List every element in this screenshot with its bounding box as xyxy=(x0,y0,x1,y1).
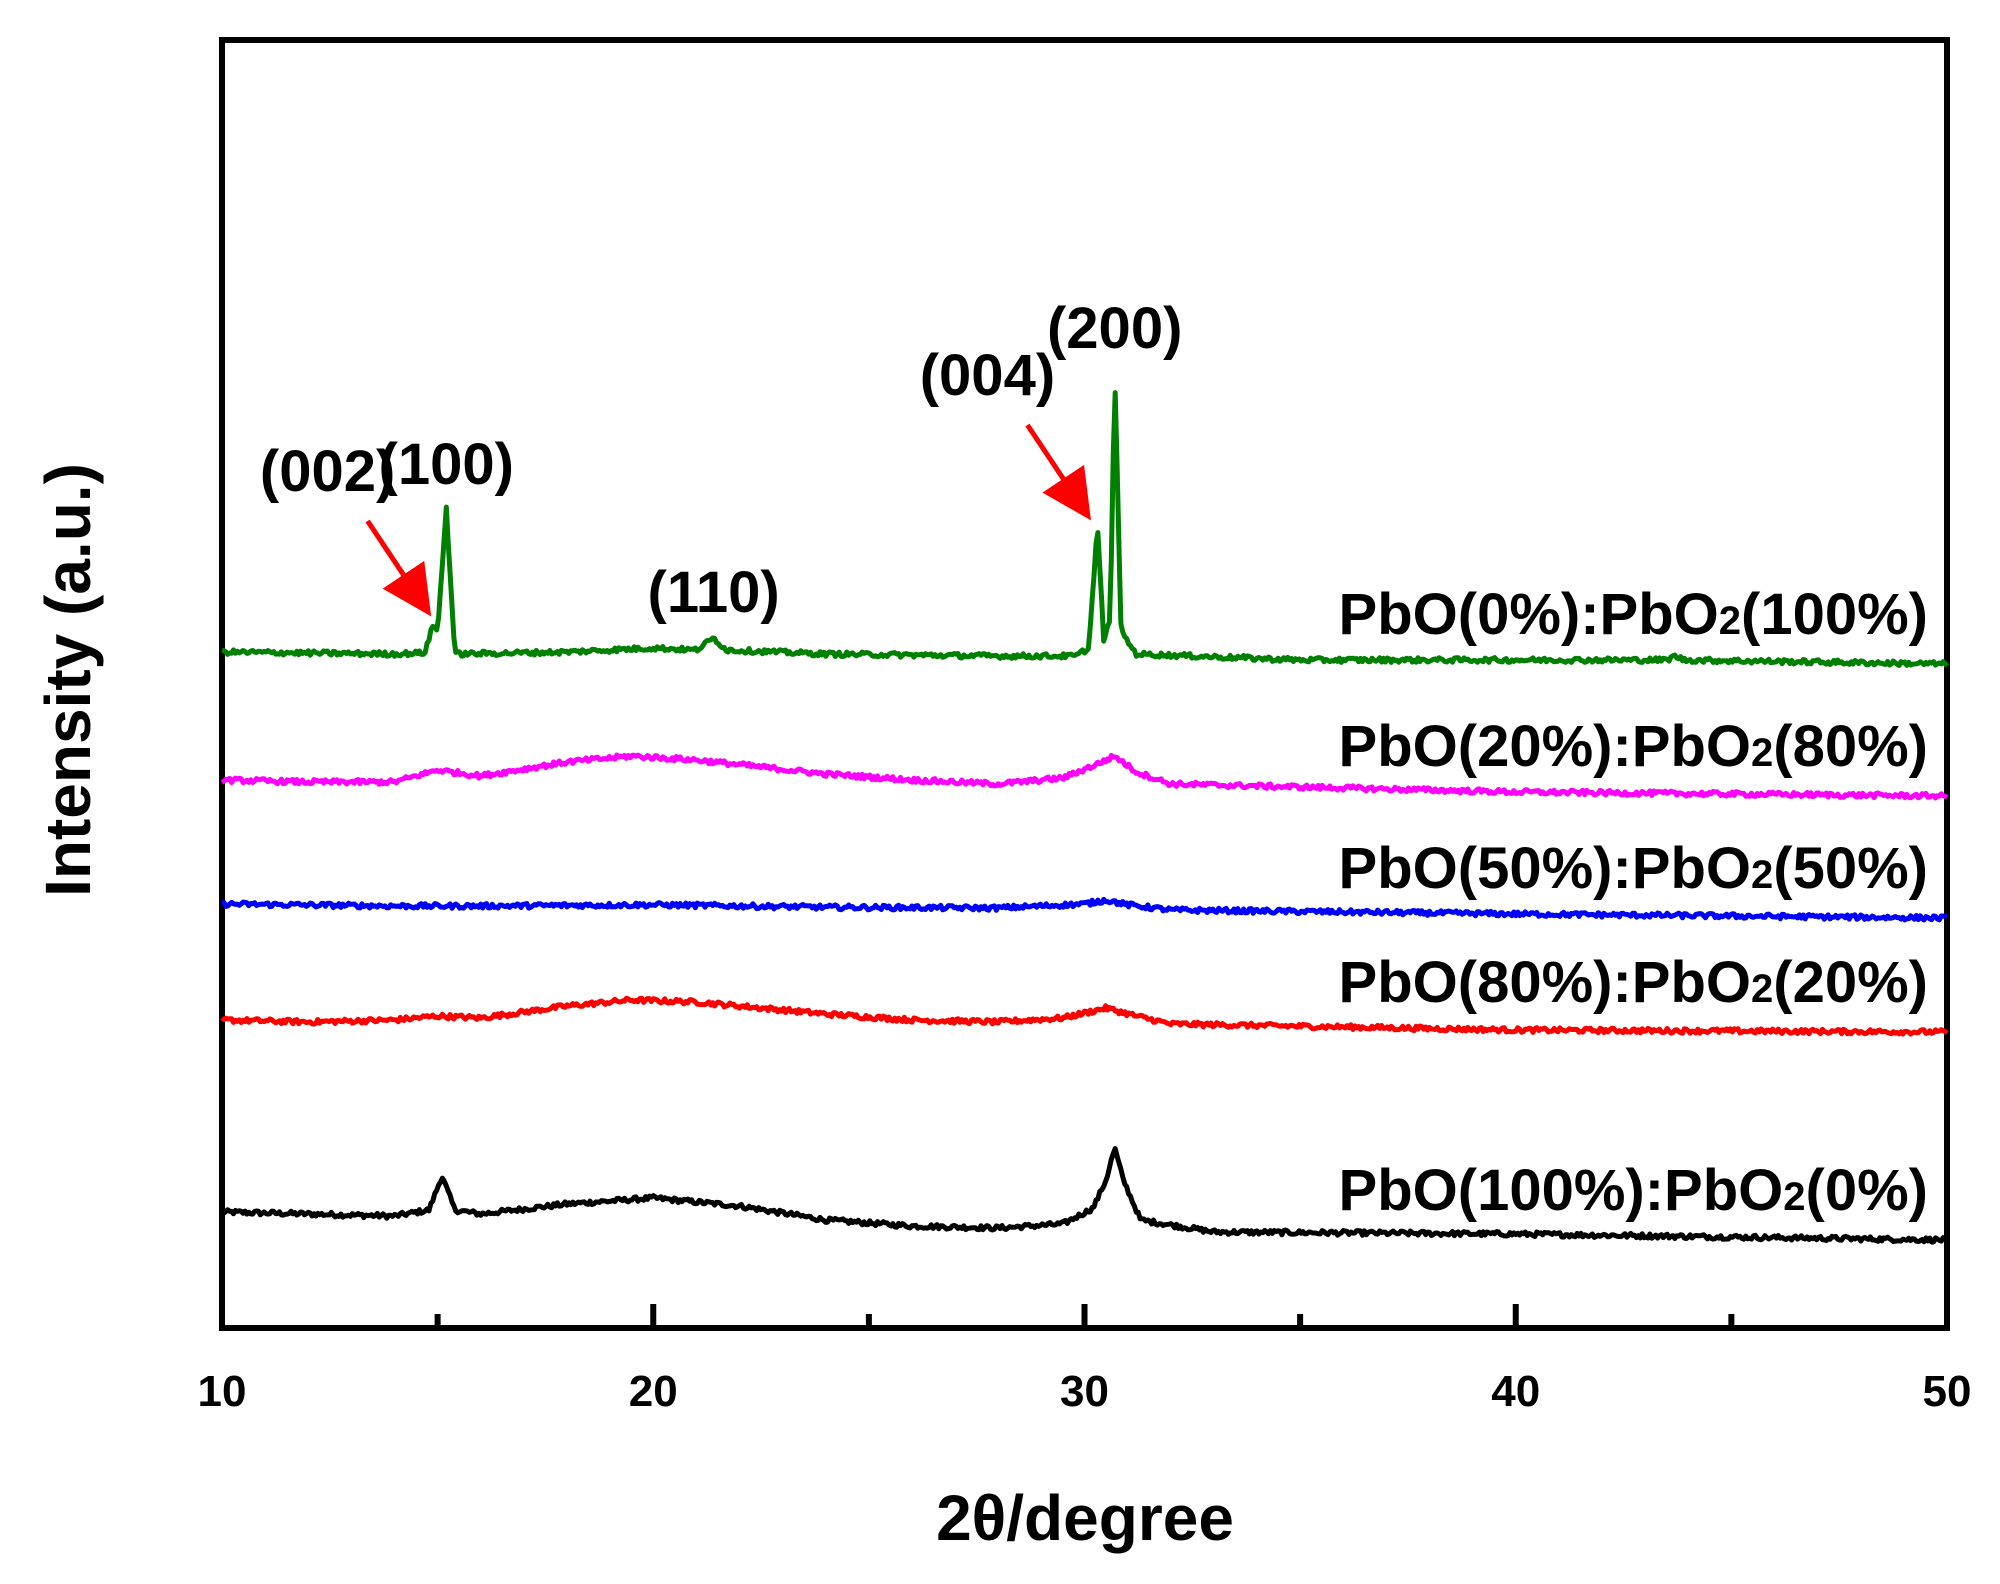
x-tick-label: 30 xyxy=(1060,1367,1109,1416)
peak-label: (002) xyxy=(260,439,395,504)
series-label: PbO(0%):PbO2(100%) xyxy=(1339,582,1928,647)
series-line xyxy=(221,896,1948,923)
series-line xyxy=(220,752,1949,801)
peak-label: (110) xyxy=(648,560,780,625)
peak-arrow xyxy=(365,519,432,617)
peak-label: (200) xyxy=(1047,296,1182,361)
series-label: PbO(20%):PbO2(80%) xyxy=(1339,714,1928,779)
plot-frame xyxy=(219,37,1950,1331)
series-label: PbO(50%):PbO2(50%) xyxy=(1339,836,1928,901)
series-lines xyxy=(220,390,1949,1245)
x-tick-label: 10 xyxy=(198,1367,247,1416)
x-axis-ticks xyxy=(219,1304,1950,1328)
series-line xyxy=(220,995,1949,1037)
x-axis-tick-labels: 10 20 30 40 50 xyxy=(198,1367,1972,1416)
peak-arrow xyxy=(1025,423,1091,521)
series-line xyxy=(221,390,1949,668)
x-axis-title: 2θ/degree xyxy=(936,1482,1234,1554)
peak-label: (100) xyxy=(379,432,514,497)
x-tick-label: 40 xyxy=(1491,1367,1540,1416)
y-axis-title: Intensity (a.u.) xyxy=(32,463,104,897)
peak-label: (004) xyxy=(920,343,1055,408)
series-line xyxy=(220,1146,1949,1245)
peak-annotations: (002)(100) (110) (004)(200) xyxy=(260,296,1182,625)
x-tick-label: 50 xyxy=(1923,1367,1972,1416)
series-labels: PbO(100%):PbO2(0%) PbO(80%):PbO2(20%) PbO(… xyxy=(1339,582,1928,1223)
x-tick-label: 20 xyxy=(629,1367,678,1416)
series-label: PbO(100%):PbO2(0%) xyxy=(1339,1158,1928,1223)
series-label: PbO(80%):PbO2(20%) xyxy=(1339,950,1928,1015)
